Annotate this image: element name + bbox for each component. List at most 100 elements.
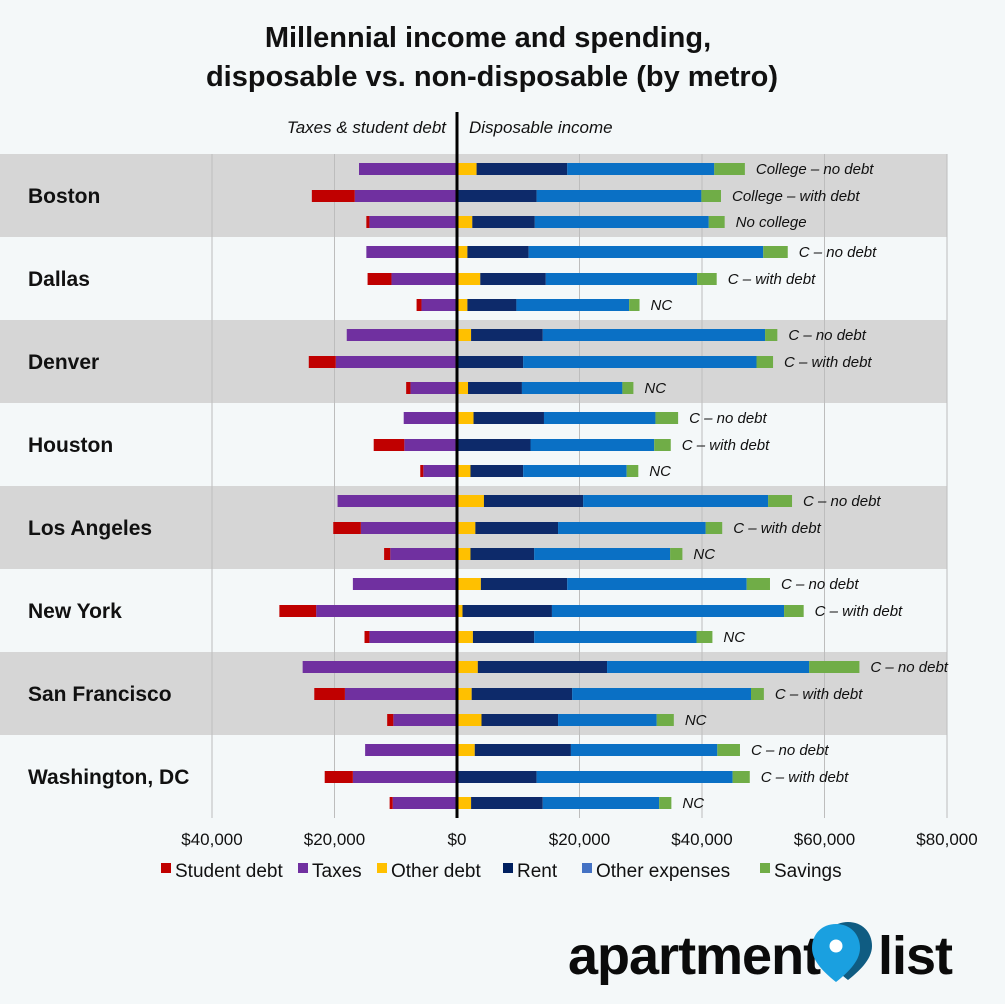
rent-segment [474,744,571,756]
row-label: C – no debt [751,742,829,759]
rent-segment [476,163,568,175]
metro-label: Los Angeles [28,517,152,540]
other-debt-segment [457,412,474,424]
row-label: C – no debt [788,327,866,344]
left-header: Taxes & student debt [287,118,447,137]
rent-segment [468,382,522,394]
x-tick-label: $40,000 [671,830,732,849]
savings-segment [714,163,745,175]
rent-segment [471,688,573,700]
x-tick-label: $80,000 [916,830,977,849]
other-expenses-segment [572,688,751,700]
other-expenses-segment [534,548,671,560]
pin-front-shape [812,924,860,982]
row-label: C – with debt [728,271,816,288]
other-expenses-segment [536,190,702,202]
student-debt-segment [279,605,317,617]
other-expenses-segment [570,744,718,756]
taxes-segment [410,382,457,394]
legend-swatch [503,863,513,873]
student-debt-segment [420,465,424,477]
row-label: NC [649,463,671,480]
savings-segment [654,439,671,451]
other-expenses-segment [558,714,657,726]
taxes-segment [354,190,457,202]
chart-title-line-1: Millennial income and spending, [265,22,711,54]
savings-segment [765,329,778,341]
savings-segment [656,714,674,726]
other-expenses-segment [583,495,769,507]
row-label: C – with debt [761,769,849,786]
other-debt-segment [457,605,463,617]
rent-segment [473,412,544,424]
right-header: Disposable income [469,118,613,137]
other-expenses-segment [542,797,660,809]
savings-segment [701,190,721,202]
savings-segment [768,495,793,507]
rent-segment [480,273,546,285]
other-debt-segment [457,163,477,175]
taxes-segment [366,246,457,258]
other-expenses-segment [521,382,623,394]
student-debt-segment [311,190,355,202]
student-debt-segment [308,356,336,368]
other-debt-segment [457,246,468,258]
rent-segment [467,246,529,258]
savings-segment [622,382,634,394]
metro-label: Dallas [28,268,90,291]
taxes-segment [423,465,457,477]
metro-label: Boston [28,185,100,208]
other-expenses-segment [534,631,697,643]
legend-swatch [161,863,171,873]
student-debt-segment [406,382,411,394]
taxes-segment [390,548,457,560]
other-expenses-segment [534,216,709,228]
row-label: NC [693,546,715,563]
taxes-segment [404,439,457,451]
rent-segment [472,631,535,643]
legend-label: Rent [517,861,558,882]
row-label: C – with debt [815,603,903,620]
other-debt-segment [457,797,472,809]
other-expenses-segment [545,273,698,285]
other-debt-segment [457,548,471,560]
row-label: No college [736,214,807,231]
chart-title-line-2: disposable vs. non-disposable (by metro) [206,61,778,93]
metro-label: Denver [28,351,99,374]
other-expenses-segment [528,246,764,258]
taxes-segment [359,163,457,175]
rent-segment [475,522,559,534]
other-debt-segment [457,744,475,756]
other-expenses-segment [558,522,706,534]
savings-segment [809,661,860,673]
row-label: C – no debt [803,493,881,510]
apartment-list-logo: apartment list [568,922,954,986]
rent-segment [470,548,535,560]
other-debt-segment [457,688,472,700]
legend-label: Taxes [312,861,362,882]
other-debt-segment [457,273,481,285]
row-label: C – no debt [799,244,877,261]
taxes-segment [369,216,457,228]
row-label: NC [723,629,745,646]
rent-segment [457,190,537,202]
student-debt-segment [389,797,393,809]
other-debt-segment [457,329,472,341]
row-label: C – no debt [689,410,767,427]
savings-segment [751,688,764,700]
other-expenses-segment [567,163,715,175]
row-label: C – with debt [682,437,770,454]
logo-text-list: list [878,926,953,986]
rent-segment [467,299,517,311]
savings-segment [708,216,725,228]
legend-swatch [582,863,592,873]
student-debt-segment [314,688,345,700]
other-debt-segment [457,631,473,643]
taxes-segment [421,299,457,311]
rent-segment [477,661,608,673]
student-debt-segment [387,714,394,726]
taxes-segment [335,356,457,368]
student-debt-segment [366,216,370,228]
savings-segment [705,522,723,534]
